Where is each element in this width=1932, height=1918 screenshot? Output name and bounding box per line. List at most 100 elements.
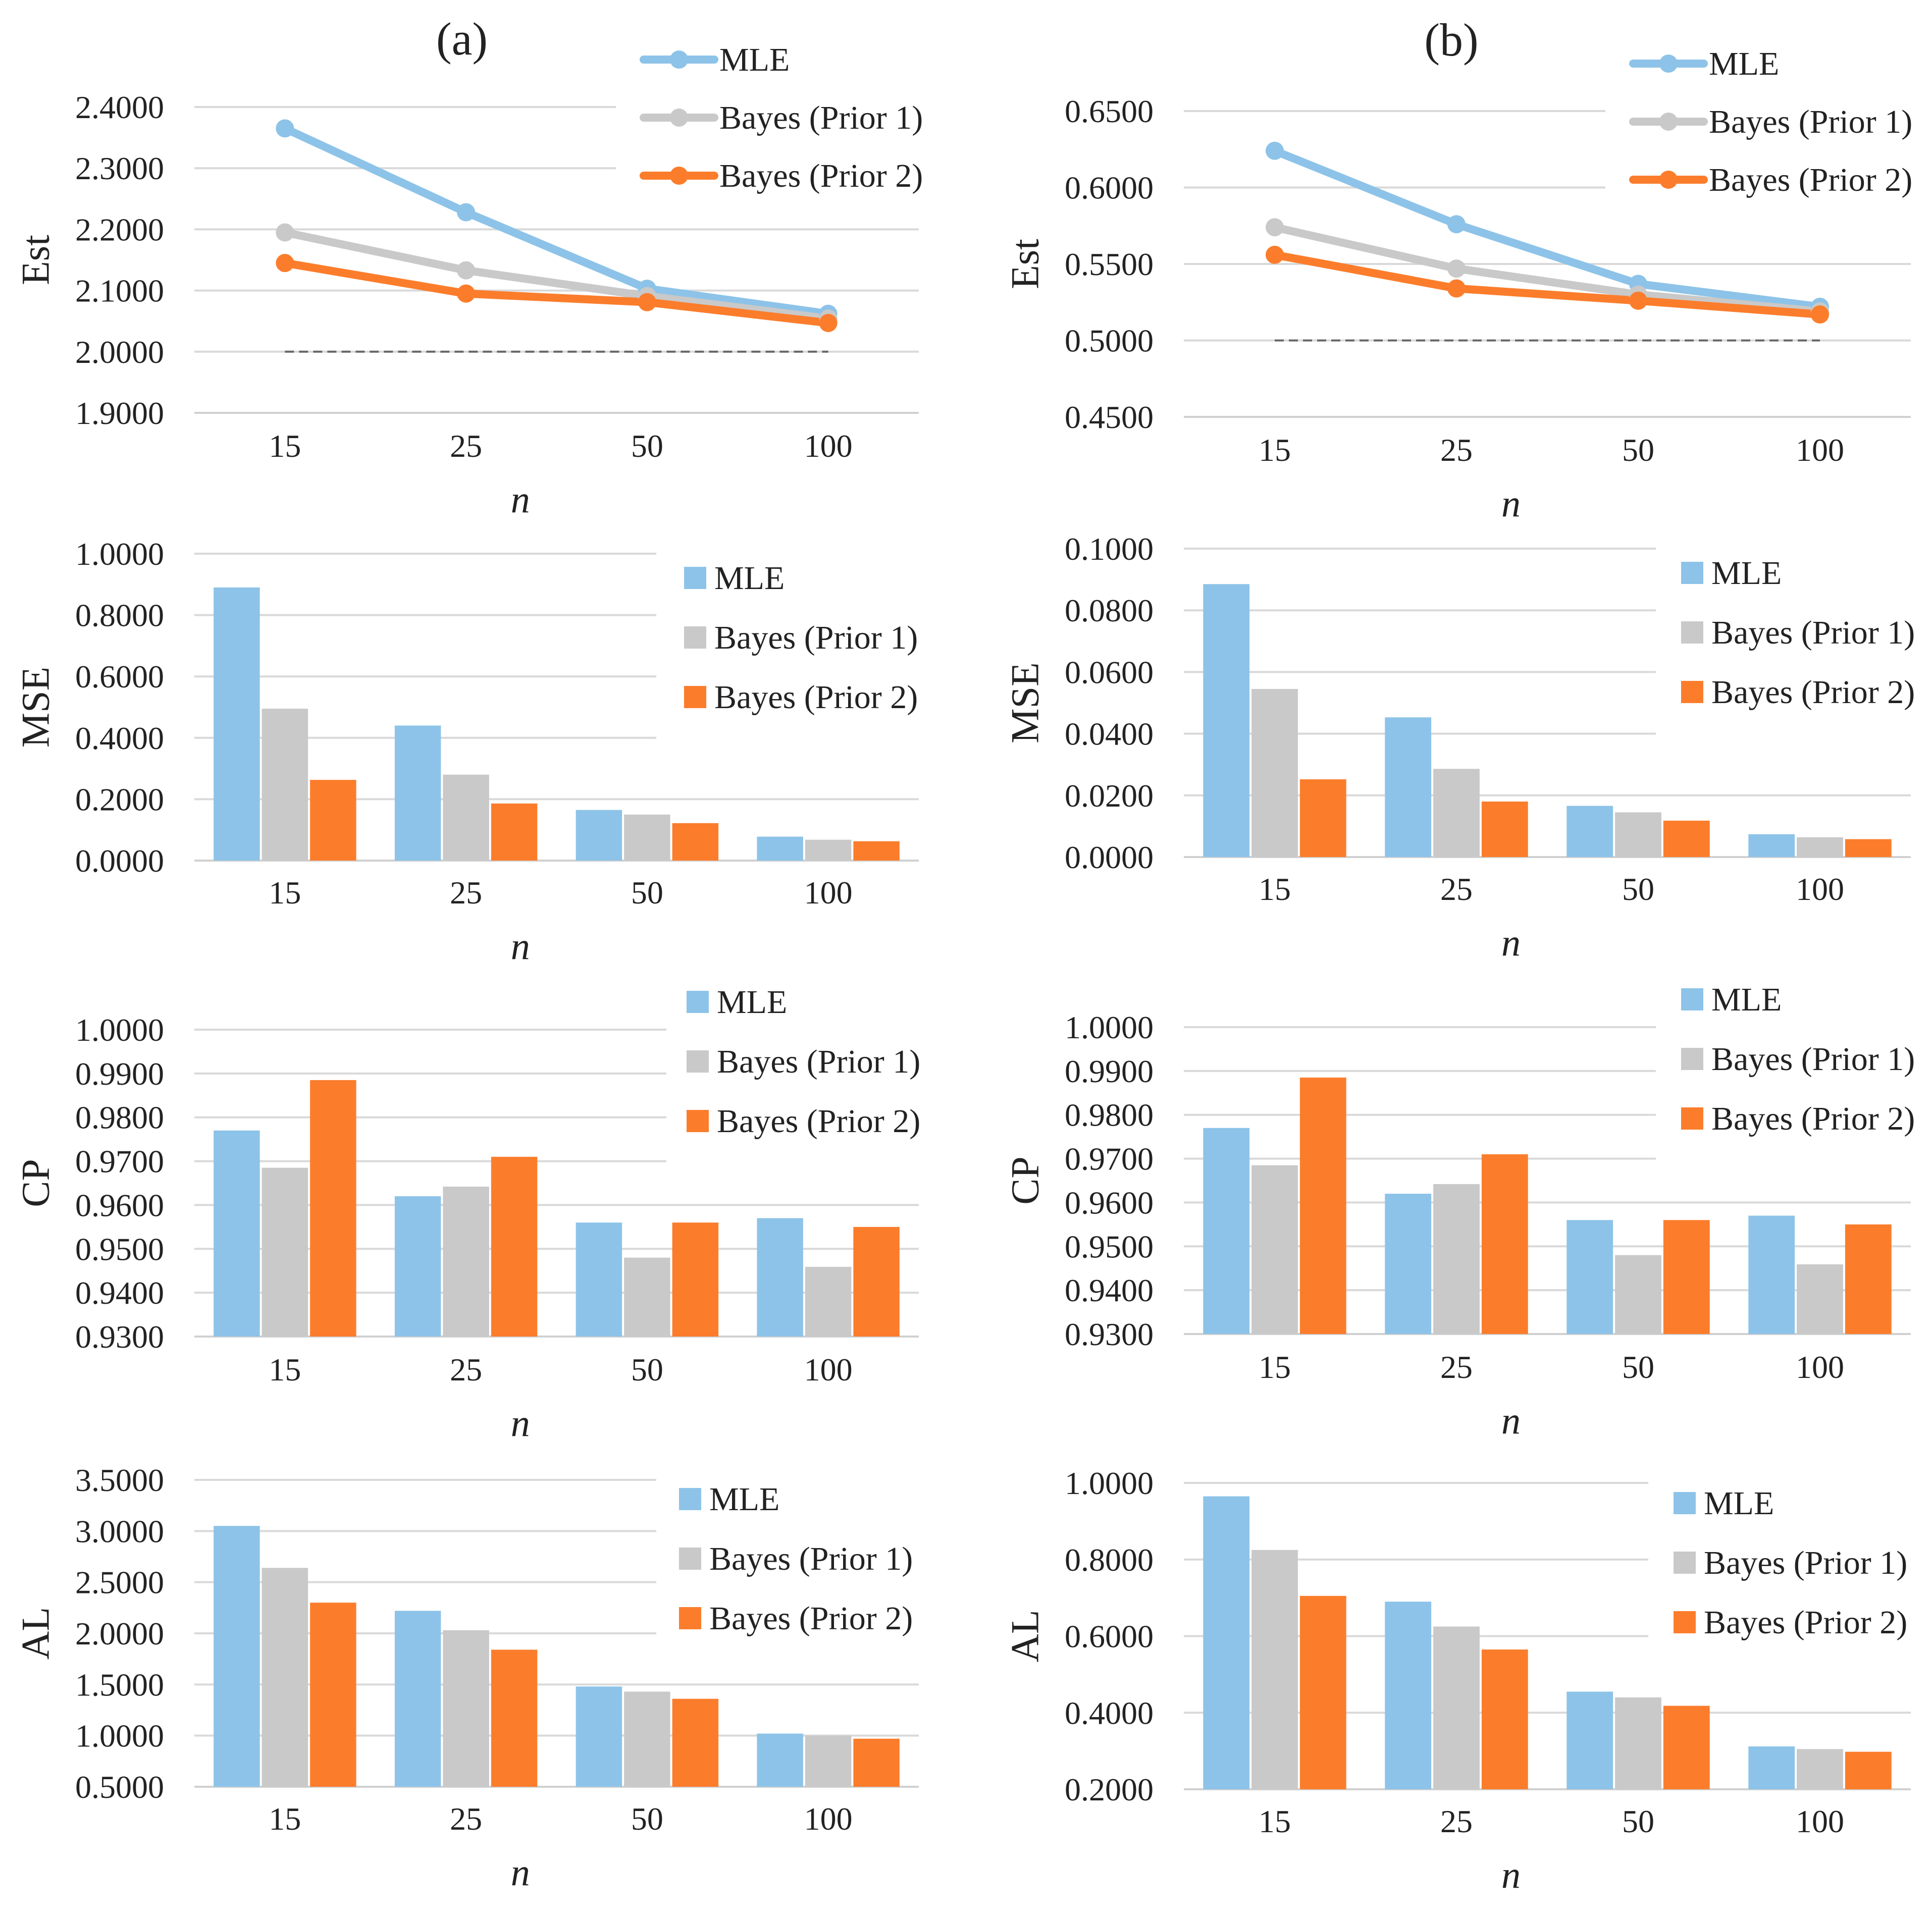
bar-prior1-100 bbox=[1797, 1749, 1843, 1789]
point-prior2-50 bbox=[638, 293, 656, 311]
y-tick-label: 0.9700 bbox=[1065, 1141, 1154, 1177]
legend-swatch-prior1 bbox=[1681, 1048, 1703, 1070]
x-tick-label: 50 bbox=[631, 1801, 663, 1837]
bar-prior1-15 bbox=[1251, 1165, 1298, 1334]
x-axis-label: n bbox=[511, 1402, 530, 1445]
bar-prior1-50 bbox=[1615, 1255, 1661, 1334]
bar-mle-25 bbox=[394, 1611, 441, 1787]
x-tick-label: 25 bbox=[450, 1352, 482, 1388]
y-axis-label: Est bbox=[14, 235, 58, 285]
bar-mle-50 bbox=[1567, 806, 1613, 857]
bar-prior1-100 bbox=[805, 1735, 852, 1787]
legend-swatch-prior2 bbox=[1681, 1107, 1703, 1130]
point-prior2-100 bbox=[1811, 305, 1829, 324]
bar-prior1-50 bbox=[624, 814, 670, 861]
chart-a-cp: 0.9300 0.9400 0.9500 0.9600 0.9700 0.9800 0.99… bbox=[14, 984, 921, 1445]
bar-prior1-100 bbox=[805, 1266, 852, 1337]
point-mle-25 bbox=[1447, 215, 1466, 234]
y-tick-label: 1.0000 bbox=[1065, 1465, 1154, 1501]
x-tick-label: 25 bbox=[1440, 1349, 1473, 1385]
bar-prior2-25 bbox=[491, 1156, 538, 1337]
bar-mle-100 bbox=[1748, 1215, 1795, 1334]
y-tick-label: 0.0000 bbox=[75, 843, 164, 879]
legend-label-mle: MLE bbox=[1704, 1485, 1774, 1522]
bar-prior2-25 bbox=[1481, 1154, 1528, 1334]
y-tick-label: 0.5000 bbox=[75, 1769, 164, 1805]
bar-prior2-50 bbox=[1663, 1706, 1710, 1789]
bar-prior2-25 bbox=[491, 803, 538, 861]
x-tick-label: 100 bbox=[1796, 871, 1844, 907]
x-axis-label: n bbox=[511, 1851, 530, 1894]
legend-label-prior2: Bayes (Prior 2) bbox=[714, 679, 918, 716]
y-tick-label: 0.9400 bbox=[75, 1275, 164, 1311]
bar-prior2-15 bbox=[310, 1080, 356, 1337]
bar-prior1-15 bbox=[262, 709, 308, 861]
y-tick-label: 0.9400 bbox=[1065, 1272, 1154, 1308]
y-tick-label: 0.4500 bbox=[1065, 399, 1154, 435]
x-tick-label: 100 bbox=[804, 1801, 853, 1837]
y-tick-label: 2.0000 bbox=[75, 1616, 164, 1651]
bar-prior2-50 bbox=[672, 1698, 719, 1787]
bar-mle-50 bbox=[576, 1222, 622, 1337]
bar-prior2-15 bbox=[310, 1603, 356, 1787]
point-prior2-100 bbox=[819, 313, 838, 332]
bar-prior2-50 bbox=[672, 823, 719, 861]
x-tick-label: 50 bbox=[1622, 1803, 1654, 1839]
point-prior2-25 bbox=[1447, 279, 1466, 298]
bar-prior1-25 bbox=[1433, 1184, 1480, 1334]
point-prior1-25 bbox=[457, 261, 476, 280]
bar-mle-100 bbox=[757, 1218, 803, 1337]
point-prior1-15 bbox=[1266, 218, 1284, 237]
bar-prior1-25 bbox=[443, 1186, 489, 1337]
legend-label-prior2: Bayes (Prior 2) bbox=[1711, 1100, 1915, 1137]
bar-prior2-100 bbox=[1845, 1224, 1892, 1334]
y-tick-label: 0.8000 bbox=[75, 598, 164, 633]
legend-label-prior1: Bayes (Prior 1) bbox=[1711, 1041, 1915, 1078]
y-tick-label: 3.0000 bbox=[75, 1513, 164, 1549]
legend-label-mle: MLE bbox=[709, 1481, 779, 1518]
series-line-prior1 bbox=[281, 228, 832, 323]
chart-b-al: 0.2000 0.4000 0.6000 0.8000 1.0000 15 25 50 100 n… bbox=[1003, 1465, 1911, 1896]
point-mle-15 bbox=[276, 119, 294, 138]
x-tick-label: 15 bbox=[269, 875, 301, 911]
x-tick-label: 50 bbox=[631, 1352, 663, 1388]
y-tick-label: 0.9500 bbox=[75, 1231, 164, 1267]
bar-prior1-15 bbox=[262, 1167, 308, 1337]
legend-marker-prior2 bbox=[1659, 171, 1678, 189]
x-axis-label: n bbox=[1501, 922, 1521, 964]
bar-prior2-100 bbox=[853, 841, 900, 861]
legend-swatch-prior1 bbox=[679, 1548, 701, 1570]
x-axis-label: n bbox=[511, 925, 530, 968]
y-tick-label: 2.0000 bbox=[75, 334, 164, 370]
series-line-prior2 bbox=[1271, 250, 1824, 318]
chart-a-al: 0.5000 1.0000 1.5000 2.0000 2.5000 3.0000 3.50… bbox=[14, 1462, 919, 1894]
y-tick-label: 0.0800 bbox=[1065, 593, 1154, 628]
y-tick-label: 1.9000 bbox=[75, 395, 164, 431]
series-line-prior1 bbox=[1271, 223, 1824, 315]
x-tick-label: 100 bbox=[804, 875, 853, 911]
legend-label-mle: MLE bbox=[1709, 45, 1779, 82]
bar-prior2-100 bbox=[853, 1227, 900, 1337]
point-prior2-15 bbox=[276, 254, 294, 273]
bar-prior1-15 bbox=[1251, 689, 1298, 857]
y-tick-label: 0.9800 bbox=[1065, 1097, 1154, 1133]
bar-mle-100 bbox=[1748, 1746, 1795, 1789]
bar-mle-25 bbox=[1385, 1602, 1432, 1789]
bar-prior1-50 bbox=[1615, 1697, 1661, 1789]
y-tick-label: 1.0000 bbox=[75, 1012, 164, 1048]
bar-prior1-25 bbox=[1433, 1626, 1480, 1789]
legend-swatch-prior2 bbox=[679, 1607, 701, 1629]
x-tick-label: 100 bbox=[1796, 432, 1844, 468]
x-axis-label: n bbox=[1501, 1400, 1521, 1442]
y-tick-label: 1.0000 bbox=[75, 536, 164, 572]
y-tick-label: 0.6500 bbox=[1065, 93, 1154, 129]
legend-label-prior1: Bayes (Prior 1) bbox=[719, 99, 923, 136]
x-tick-label: 25 bbox=[450, 428, 482, 464]
y-tick-label: 0.9700 bbox=[75, 1144, 164, 1180]
y-axis-label: AL bbox=[1003, 1610, 1047, 1663]
x-tick-label: 25 bbox=[1440, 432, 1473, 468]
y-tick-label: 0.0600 bbox=[1065, 654, 1154, 690]
legend-swatch-mle bbox=[679, 1488, 701, 1510]
bar-prior2-100 bbox=[1845, 839, 1892, 857]
